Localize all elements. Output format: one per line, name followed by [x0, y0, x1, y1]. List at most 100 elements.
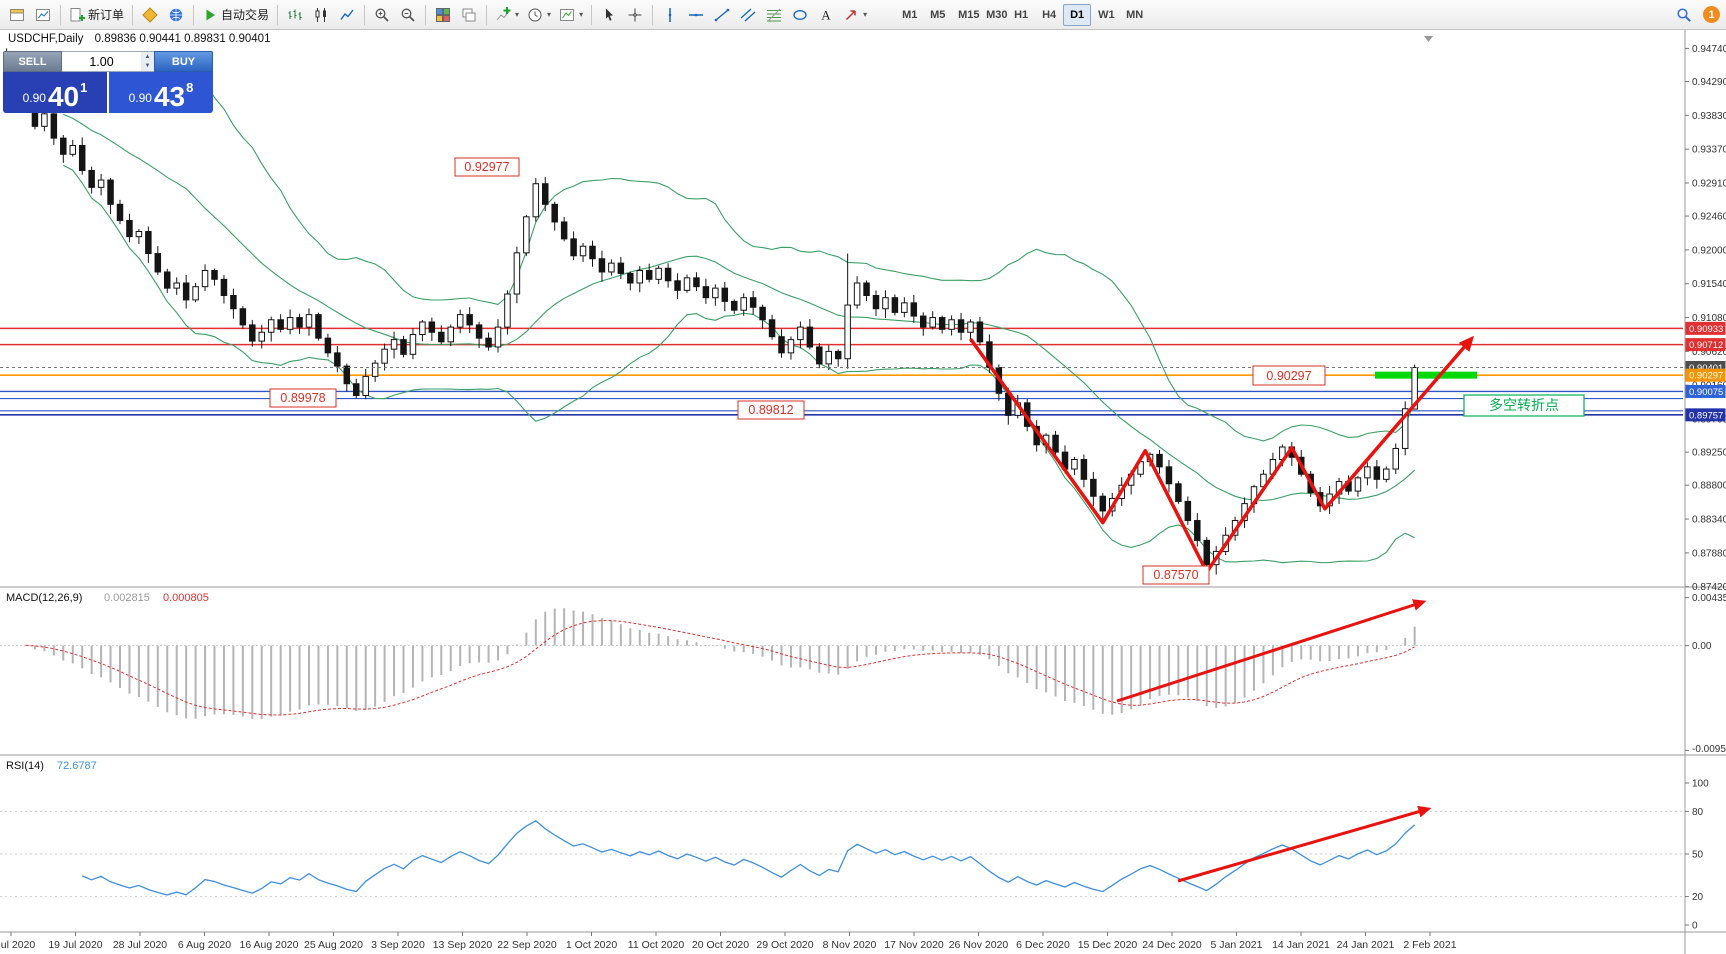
periods-icon [528, 8, 542, 21]
svg-text:20: 20 [1692, 892, 1704, 903]
turning-point-annotation[interactable]: 多空转折点 [1463, 394, 1585, 417]
tile-windows-icon [436, 7, 451, 22]
svg-text:0: 0 [1692, 921, 1698, 932]
macd-value-signal: 0.000805 [163, 592, 209, 604]
zoom-in-button[interactable] [369, 3, 395, 27]
cascade-windows-button[interactable] [456, 3, 482, 27]
equidistant-channel-button[interactable] [735, 3, 761, 27]
chart-shift-marker[interactable] [1424, 36, 1433, 42]
timeframe-m5-button[interactable]: M5 [923, 4, 951, 26]
templates-button[interactable]: ▾ [555, 3, 587, 27]
zoom-out-button[interactable] [395, 3, 421, 27]
bar-chart-type-button[interactable] [282, 3, 308, 27]
timeframe-w1-button[interactable]: W1 [1091, 4, 1119, 26]
auto-trading-button[interactable]: 自动交易 [198, 3, 273, 27]
volume-input[interactable] [62, 52, 141, 71]
svg-text:29 Oct 2020: 29 Oct 2020 [756, 939, 813, 951]
crosshair-button[interactable] [622, 3, 648, 27]
cursor-icon [606, 8, 614, 21]
toolbar-separator [132, 4, 134, 25]
rsi-trend-arrow[interactable] [1177, 805, 1432, 883]
svg-text:0.94740: 0.94740 [1692, 44, 1726, 55]
timeframe-d1-button[interactable]: D1 [1063, 3, 1092, 26]
timeframe-mn-button[interactable]: MN [1119, 4, 1147, 26]
timeframe-toolbar: M1 M5 M15 M30 H1 H4 D1 W1 MN [895, 3, 1147, 26]
macd-label: MACD(12,26,9) [6, 592, 82, 604]
toolbar-separator [425, 4, 427, 25]
svg-text:0.93830: 0.93830 [1692, 111, 1726, 122]
ask-price[interactable]: 0.90 43 8 [109, 72, 213, 113]
volume-up-button[interactable]: ▲ [141, 52, 154, 62]
new-order-button[interactable]: 新订单 [65, 3, 128, 27]
periods-button[interactable]: ▾ [523, 3, 555, 27]
scale-box-0.90075: 0.90075 [1685, 384, 1726, 398]
volume-down-button[interactable]: ▼ [141, 61, 154, 71]
buy-button[interactable]: BUY [154, 51, 213, 72]
new-order-label: 新订单 [88, 8, 125, 22]
chart-ohlc-values: 0.89836 0.90441 0.89831 0.90401 [94, 33, 271, 45]
svg-text:0.92910: 0.92910 [1692, 178, 1726, 189]
bid-price[interactable]: 0.90 40 1 [3, 72, 107, 113]
svg-text:0.87880: 0.87880 [1692, 548, 1726, 559]
mql5-market-button[interactable] [137, 3, 163, 27]
indicators-button[interactable]: ▾ [491, 3, 523, 27]
fibonacci-button[interactable] [761, 3, 787, 27]
periods-caret[interactable]: ▾ [547, 10, 552, 19]
arrows-caret[interactable]: ▾ [863, 10, 868, 19]
vertical-line-button[interactable] [657, 3, 683, 27]
price-label-0.90297[interactable]: 0.90297 [1252, 365, 1326, 386]
rsi-panel[interactable] [0, 805, 1683, 898]
search-button[interactable] [1671, 3, 1697, 27]
volume-field: ▲ ▼ [62, 51, 154, 72]
shapes-button[interactable] [787, 3, 813, 27]
svg-text:6 Dec 2020: 6 Dec 2020 [1016, 939, 1070, 951]
svg-text:22 Sep 2020: 22 Sep 2020 [497, 939, 557, 951]
svg-text:0.93370: 0.93370 [1692, 145, 1726, 156]
trendline-button[interactable] [709, 3, 735, 27]
horizontal-line-button[interactable] [683, 3, 709, 27]
svg-text:2 Feb 2021: 2 Feb 2021 [1403, 939, 1456, 951]
notification-badge[interactable]: 1 [1703, 6, 1720, 23]
arrows-icon [846, 9, 856, 20]
scale-box-0.90712: 0.90712 [1685, 338, 1726, 352]
timeframe-m30-button[interactable]: M30 [979, 4, 1007, 26]
svg-text:3 Sep 2020: 3 Sep 2020 [371, 939, 425, 951]
macd-panel[interactable] [0, 599, 1683, 719]
line-chart-type-button[interactable] [334, 3, 360, 27]
text-icon: A [821, 7, 831, 22]
search-icon [1677, 7, 1691, 22]
chart-symbol-period: USDCHF,Daily [8, 33, 84, 45]
zoom-out-icon [401, 8, 415, 22]
green-highlight-zone[interactable] [1374, 371, 1478, 379]
timeframe-h4-button[interactable]: H4 [1035, 4, 1063, 26]
price-label-0.87570[interactable]: 0.87570 [1142, 565, 1210, 585]
macd-trend-arrow[interactable] [1116, 599, 1427, 703]
rsi-line [81, 820, 1416, 896]
price-scale[interactable]: 0.94740 0.94290 0.93830 0.93370 0.92910 0.924… [1685, 44, 1726, 932]
timeframe-m1-button[interactable]: M1 [895, 4, 923, 26]
fibonacci-icon [767, 8, 782, 21]
price-label-0.89812[interactable]: 0.89812 [737, 400, 805, 420]
scale-box-0.90933: 0.90933 [1685, 321, 1726, 335]
templates-caret[interactable]: ▾ [579, 10, 584, 19]
community-button[interactable] [163, 3, 189, 27]
new-chart-button[interactable] [4, 3, 30, 27]
time-axis[interactable]: 9 Jul 2020 19 Jul 2020 28 Jul 2020 6 Aug 20… [0, 932, 1457, 951]
price-label-0.92977[interactable]: 0.92977 [454, 157, 520, 177]
chart-profiles-button[interactable] [30, 3, 56, 27]
timeframe-h1-button[interactable]: H1 [1007, 4, 1035, 26]
main-chart-panel[interactable]: 0.92977 0.89978 0.89812 0.90297 0.87570 多空转折点 [0, 48, 1683, 585]
one-click-trading-panel: SELL ▲ ▼ BUY 0.90 40 1 0.90 43 8 [3, 51, 213, 113]
candle-chart-type-button[interactable] [308, 3, 334, 27]
sell-button[interactable]: SELL [3, 51, 62, 72]
auto-trading-icon [206, 9, 216, 20]
text-button[interactable]: A [813, 3, 839, 27]
price-label-0.89978[interactable]: 0.89978 [269, 388, 337, 408]
timeframe-m15-button[interactable]: M15 [951, 4, 979, 26]
arrows-button[interactable]: ▾ [839, 3, 871, 27]
rsi-value: 72.6787 [57, 760, 97, 772]
chart-canvas[interactable]: 0.92977 0.89978 0.89812 0.90297 0.87570 多空转折点… [0, 30, 1726, 954]
cursor-button[interactable] [596, 3, 622, 27]
indicators-caret[interactable]: ▾ [515, 10, 520, 19]
tile-windows-button[interactable] [430, 3, 456, 27]
